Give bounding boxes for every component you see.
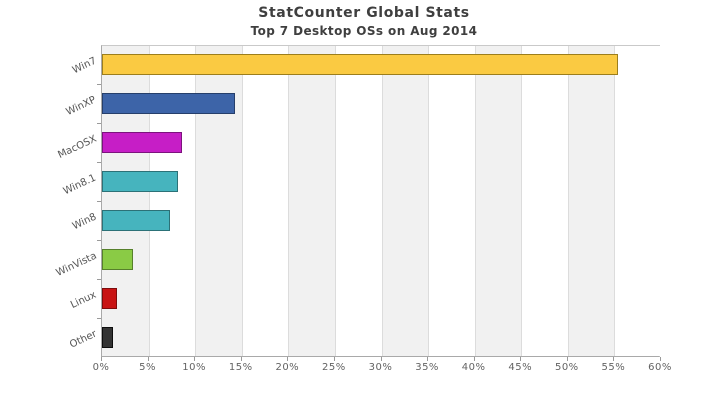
x-axis-tick [520, 357, 522, 361]
x-axis-tick [240, 357, 242, 361]
y-axis-tick [97, 279, 101, 280]
plot-band [567, 46, 615, 356]
plot-band [428, 46, 475, 356]
chart-row [102, 202, 659, 241]
x-axis-tick [473, 357, 475, 361]
x-axis-tick [427, 357, 429, 361]
y-axis-tick [97, 201, 101, 202]
gridline [195, 46, 197, 356]
y-axis-tick [97, 318, 101, 319]
bar-win8-1[interactable] [102, 171, 179, 192]
x-axis-label: 20% [275, 362, 300, 373]
x-axis-tick [660, 357, 661, 361]
x-axis-label: 35% [415, 362, 439, 373]
x-axis-tick [287, 357, 289, 361]
x-axis-tick [613, 357, 615, 361]
bar-win7[interactable] [102, 54, 619, 75]
bar-other[interactable] [102, 327, 114, 348]
chart-row [102, 46, 659, 85]
y-axis-tick [97, 162, 101, 163]
bar-winvista[interactable] [102, 249, 133, 270]
chart-title: StatCounter Global Stats [258, 5, 470, 21]
plot-band [334, 46, 382, 356]
x-axis-tick [194, 357, 196, 361]
chart-row [102, 280, 659, 319]
gridline [288, 46, 290, 356]
x-axis-label: 55% [601, 362, 626, 373]
gridline [334, 46, 336, 356]
y-axis-tick [97, 123, 101, 124]
x-axis-label: 45% [508, 362, 533, 373]
category-label: Other [67, 328, 99, 351]
x-axis-label: 5% [139, 362, 157, 373]
x-axis-tick [147, 357, 149, 361]
chart-subtitle: Top 7 Desktop OSs on Aug 2014 [250, 24, 478, 38]
x-axis-tick [380, 357, 382, 361]
category-label: Linux [69, 289, 99, 311]
x-axis-label: 10% [182, 362, 207, 373]
plot-band [288, 46, 335, 356]
gridline [567, 46, 569, 356]
x-axis-label: 60% [648, 362, 672, 373]
plot-band [521, 46, 568, 356]
category-label: Win8 [70, 211, 99, 232]
gridline [148, 46, 150, 356]
category-label: WinXP [64, 94, 99, 118]
bar-win8[interactable] [102, 210, 170, 231]
x-axis-label: 25% [322, 362, 346, 373]
category-label: Win8.1 [62, 172, 99, 197]
category-label: WinVista [54, 250, 99, 279]
y-axis-tick [97, 240, 101, 241]
y-axis-tick [97, 84, 101, 85]
bar-winxp[interactable] [102, 93, 236, 114]
plot-area [101, 45, 661, 358]
x-axis-label: 15% [228, 362, 253, 373]
gridline [381, 46, 383, 356]
chart-row [102, 124, 659, 163]
gridline [241, 46, 243, 356]
chart-row [102, 163, 659, 202]
plot-band [474, 46, 522, 356]
bar-macosx[interactable] [102, 132, 183, 153]
gridline [614, 46, 616, 356]
x-axis-tick [566, 357, 568, 361]
x-axis-label: 0% [92, 362, 110, 373]
gridline [428, 46, 430, 356]
category-label: Win7 [70, 55, 99, 76]
chart-row [102, 319, 659, 358]
gridline [474, 46, 476, 356]
chart-row [102, 85, 659, 124]
bar-linux[interactable] [102, 288, 117, 309]
x-axis-label: 50% [554, 362, 579, 373]
x-axis-label: 40% [461, 362, 486, 373]
plot-band [614, 46, 661, 356]
chart-row [102, 241, 659, 280]
plot-band [241, 46, 289, 356]
category-label: MacOSX [56, 133, 99, 161]
x-axis-tick [101, 357, 102, 361]
x-axis-label: 30% [368, 362, 393, 373]
gridline [521, 46, 523, 356]
x-axis-tick [333, 357, 335, 361]
plot-band [381, 46, 429, 356]
